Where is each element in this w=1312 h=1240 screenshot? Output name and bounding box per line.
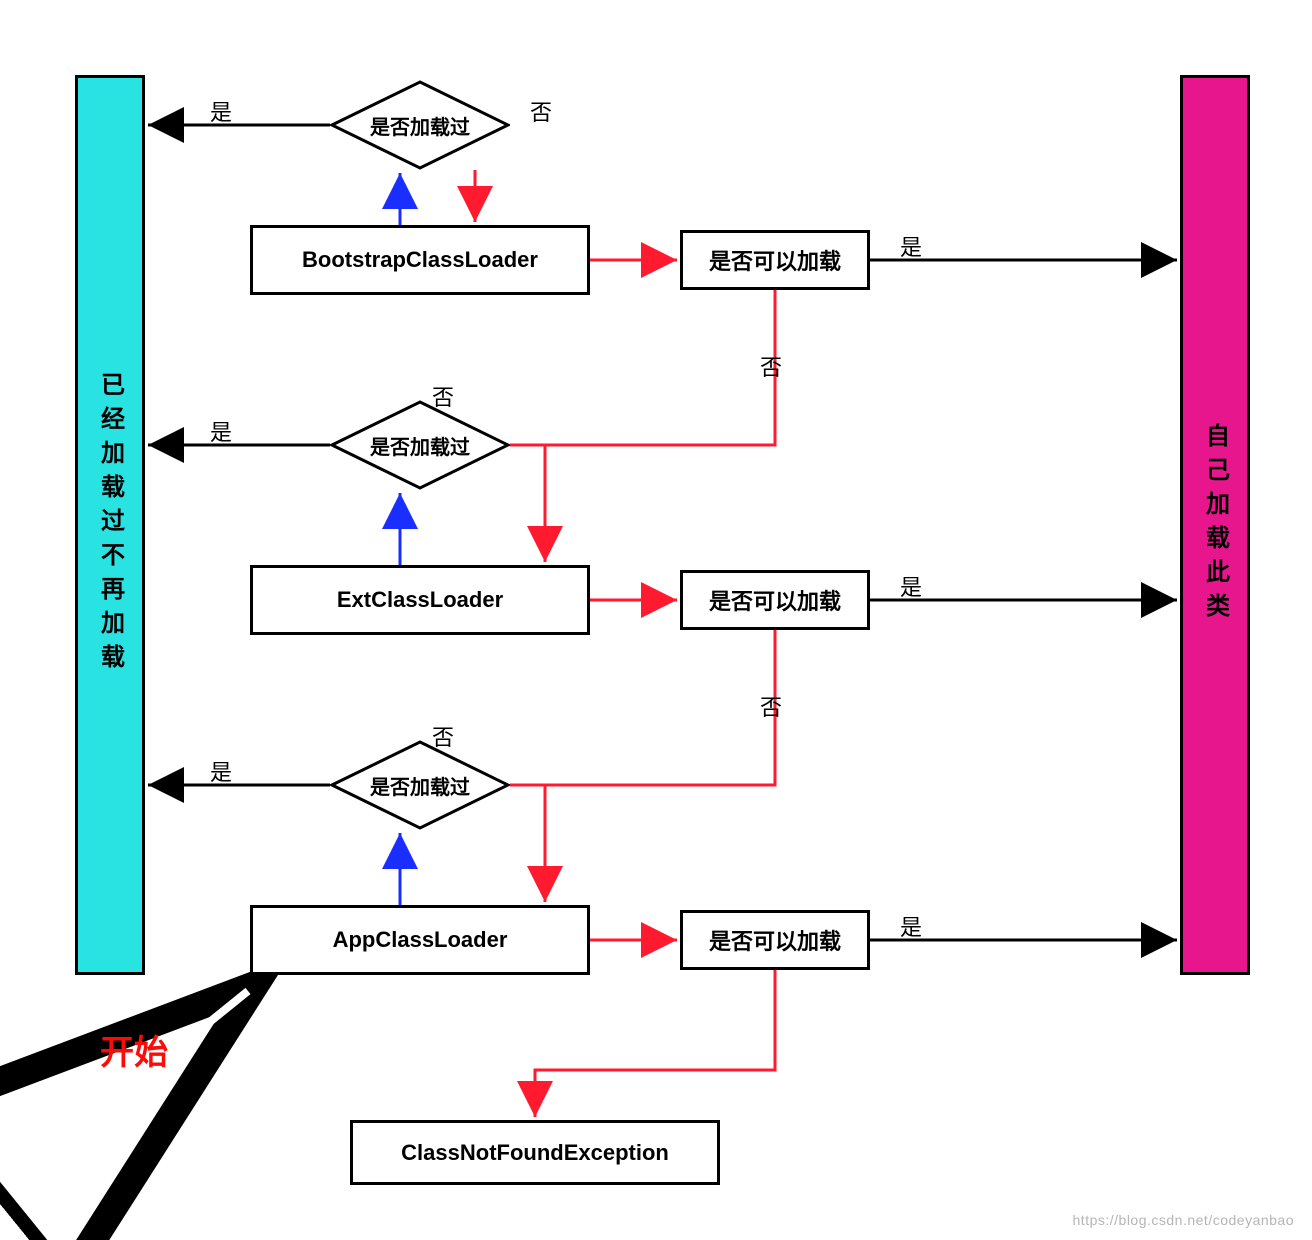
box-app-classloader: AppClassLoader [250, 905, 590, 975]
decision-loaded-3: 是否加载过 [330, 740, 510, 830]
edge-can3-cnfe [535, 970, 775, 1117]
label-d2-no: 否 [432, 380, 454, 412]
box-bootstrap-classloader: BootstrapClassLoader [250, 225, 590, 295]
decision-loaded-2-label: 是否加载过 [330, 400, 510, 490]
edge-can2-app-a [545, 630, 775, 785]
wires-layer [0, 0, 1312, 1240]
watermark: https://blog.csdn.net/codeyanbao [1073, 1212, 1294, 1228]
edge-d2-ext [510, 445, 545, 562]
decision-loaded-3-label: 是否加载过 [330, 740, 510, 830]
box-can-load-3: 是否可以加载 [680, 910, 870, 970]
edge-can1-ext-a [545, 290, 775, 445]
box-can-load-1: 是否可以加载 [680, 230, 870, 290]
start-arrow-outline [175, 985, 255, 1050]
start-arrow-fill [175, 991, 248, 1050]
start-label: 开始 [100, 1025, 168, 1074]
label-d1-yes: 是 [210, 95, 232, 127]
label-d1-no: 否 [530, 95, 552, 127]
edge-d3-app [510, 785, 545, 902]
label-can1-yes: 是 [900, 230, 922, 262]
decision-loaded-1-label: 是否加载过 [330, 80, 510, 170]
label-can2-yes: 是 [900, 570, 922, 602]
box-ext-classloader: ExtClassLoader [250, 565, 590, 635]
decision-loaded-2: 是否加载过 [330, 400, 510, 490]
right-bar-text: 自己加载此类 [1198, 423, 1233, 627]
box-classnotfoundexception: ClassNotFoundException [350, 1120, 720, 1185]
label-d3-yes: 是 [210, 755, 232, 787]
label-d3-no: 否 [432, 720, 454, 752]
right-bar: 自己加载此类 [1180, 75, 1250, 975]
left-bar: 已经加载过不再加载 [75, 75, 145, 975]
label-can3-yes: 是 [900, 910, 922, 942]
box-can-load-2: 是否可以加载 [680, 570, 870, 630]
decision-loaded-1: 是否加载过 [330, 80, 510, 170]
label-d2-yes: 是 [210, 415, 232, 447]
left-bar-text: 已经加载过不再加载 [93, 372, 128, 678]
label-can1-no: 否 [760, 350, 782, 382]
label-can2-no: 否 [760, 690, 782, 722]
